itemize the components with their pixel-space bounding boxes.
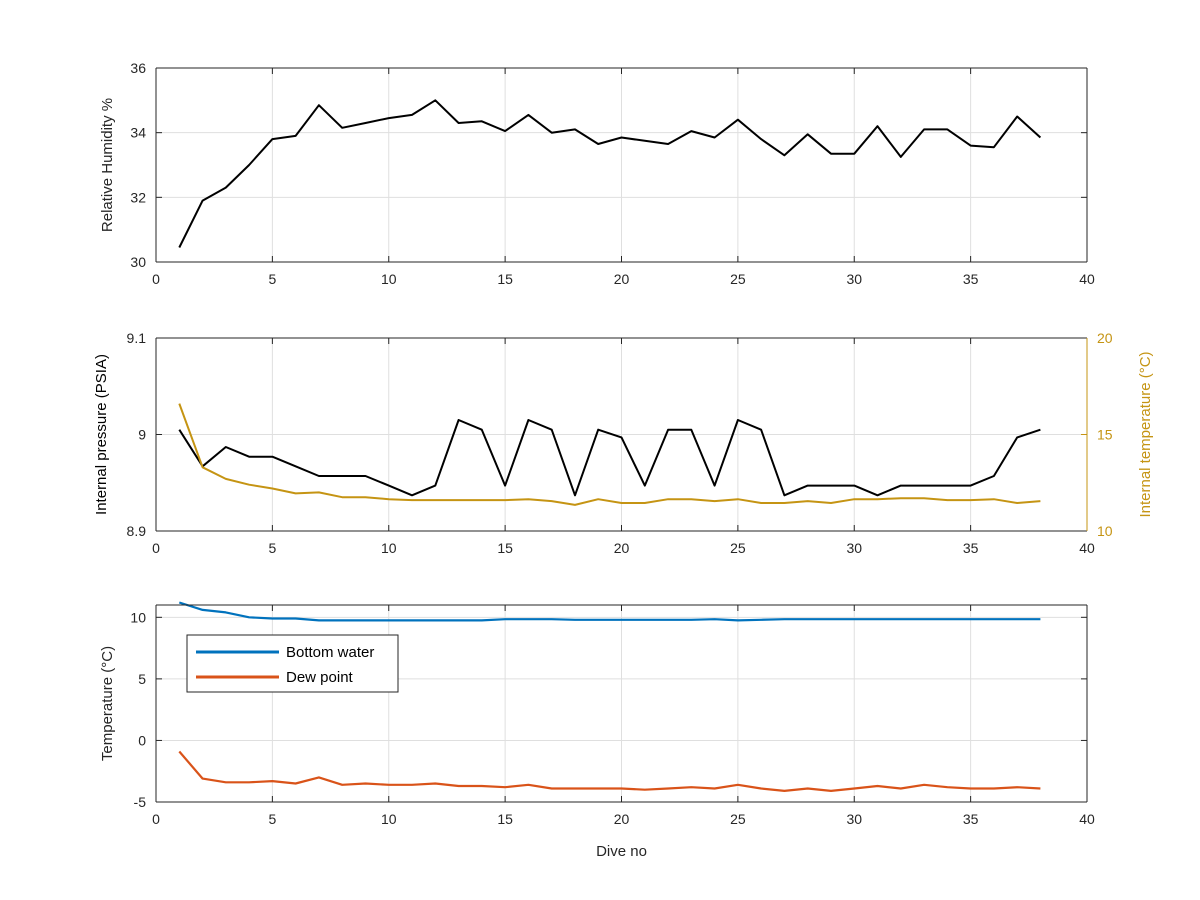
y-tick-label: 10 xyxy=(130,609,146,625)
x-tick-label: 20 xyxy=(614,540,630,556)
y2-tick-label: 15 xyxy=(1097,427,1113,443)
x-tick-label: 5 xyxy=(268,271,276,287)
series-line-bottom-water xyxy=(178,601,1041,622)
y-tick-label: 30 xyxy=(130,254,146,270)
series-line-main xyxy=(178,419,1041,497)
y-axis-label: Temperature (°C) xyxy=(99,646,116,761)
y-tick-label: 32 xyxy=(130,189,146,205)
x-tick-label: 10 xyxy=(381,271,397,287)
x-tick-label: 5 xyxy=(268,540,276,556)
x-tick-label: 35 xyxy=(963,271,979,287)
legend-box xyxy=(186,634,399,693)
y2-tick-label: 10 xyxy=(1097,523,1113,539)
x-tick-label: 0 xyxy=(152,811,160,827)
y-tick-label: -5 xyxy=(134,794,147,810)
y-tick-label: 0 xyxy=(138,732,146,748)
x-tick-label: 15 xyxy=(497,811,513,827)
x-tick-label: 35 xyxy=(963,540,979,556)
x-tick-label: 25 xyxy=(730,811,746,827)
x-tick-label: 20 xyxy=(614,271,630,287)
chart-panel-3: 0 5 10 15 20 25 30 35 40 -5 0 5 10 Temperature (°C) Di… xyxy=(99,601,1095,860)
x-tick-label: 25 xyxy=(730,540,746,556)
y-tick-label: 9.1 xyxy=(127,330,147,346)
y-tick-label: 8.9 xyxy=(127,523,147,539)
x-tick-label: 30 xyxy=(846,271,862,287)
x-tick-label: 15 xyxy=(497,271,513,287)
series-line-main xyxy=(178,99,1042,248)
x-tick-label: 5 xyxy=(268,811,276,827)
series-line-dew-point xyxy=(178,750,1041,793)
x-tick-label: 30 xyxy=(846,540,862,556)
x-tick-label: 25 xyxy=(730,271,746,287)
series-line-internal-temperature xyxy=(178,403,1041,506)
x-tick-label: 40 xyxy=(1079,811,1095,827)
chart-panel-1: 0 5 10 15 20 25 30 35 40 30 32 34 36 Relative Humidit… xyxy=(99,60,1095,287)
y-tick-label: 5 xyxy=(138,671,146,687)
x-tick-label: 35 xyxy=(963,811,979,827)
y2-axis-label: Internal temperature (°C) xyxy=(1137,351,1154,517)
legend-label-dew-point: Dew point xyxy=(286,669,354,686)
y2-tick-label: 20 xyxy=(1097,330,1113,346)
x-tick-label: 10 xyxy=(381,540,397,556)
y-axis-label: Internal pressure (PSIA) xyxy=(93,354,110,515)
x-tick-label: 30 xyxy=(846,811,862,827)
x-tick-label: 15 xyxy=(497,540,513,556)
x-tick-label: 0 xyxy=(152,271,160,287)
x-tick-label: 10 xyxy=(381,811,397,827)
x-tick-label: 20 xyxy=(614,811,630,827)
chart-panel-2: 0 5 10 15 20 25 30 35 40 8.9 9 9.1 10 15 20 Internal pr… xyxy=(93,330,1154,556)
y-axis-label: Relative Humidity % xyxy=(99,98,116,232)
y-tick-label: 36 xyxy=(130,60,146,76)
y-tick-label: 9 xyxy=(138,427,146,443)
legend-label-bottom-water: Bottom water xyxy=(286,644,374,661)
y-tick-label: 34 xyxy=(130,125,146,141)
legend: Bottom water Dew point xyxy=(186,634,399,693)
x-tick-label: 0 xyxy=(152,540,160,556)
x-tick-label: 40 xyxy=(1079,271,1095,287)
x-tick-label: 40 xyxy=(1079,540,1095,556)
x-axis-label: Dive no xyxy=(596,843,647,860)
